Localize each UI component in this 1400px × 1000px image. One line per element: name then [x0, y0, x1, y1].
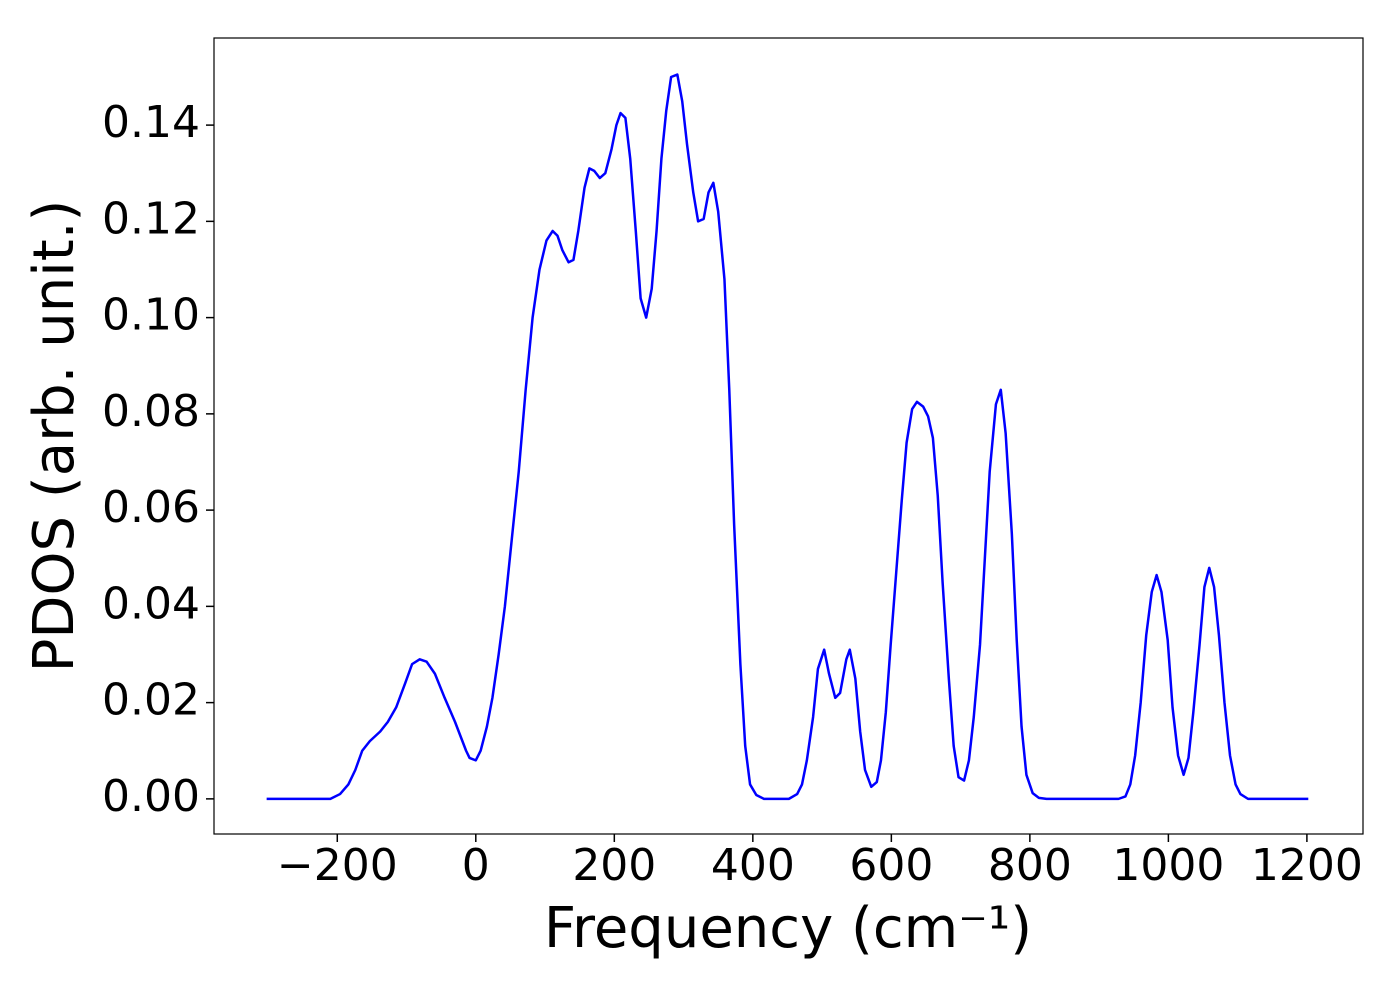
x-tick-label: 800	[988, 840, 1072, 891]
y-tick-label: 0.04	[102, 578, 200, 629]
y-tick-label: 0.02	[102, 675, 200, 726]
y-tick-label: 0.08	[102, 386, 200, 437]
x-tick-label: 200	[572, 840, 656, 891]
y-axis-label: PDOS (arb. unit.)	[22, 200, 87, 673]
x-tick-label: 600	[849, 840, 933, 891]
y-tick-label: 0.12	[102, 193, 200, 244]
y-tick-label: 0.14	[102, 97, 200, 148]
data-line	[266, 73, 1309, 801]
plot-frame	[213, 37, 1364, 835]
x-axis-label: Frequency (cm⁻¹)	[544, 896, 1032, 961]
x-tick-label: 0	[462, 840, 490, 891]
x-tick-label: 1000	[1112, 840, 1224, 891]
x-tick-label: 400	[711, 840, 795, 891]
y-tick-label: 0.00	[102, 771, 200, 822]
x-tick-label: 1200	[1251, 840, 1363, 891]
y-tick-label: 0.06	[102, 482, 200, 533]
y-tick-label: 0.10	[102, 290, 200, 341]
x-tick-label: −200	[277, 840, 398, 891]
